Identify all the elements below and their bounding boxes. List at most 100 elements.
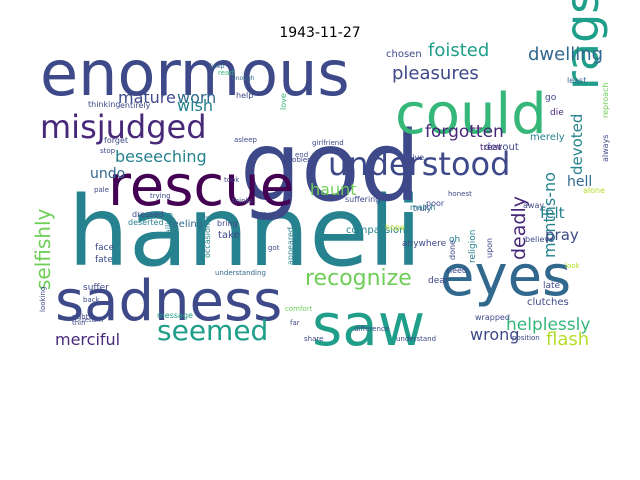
cloud-word: failing xyxy=(164,212,173,237)
cloud-word: clutches xyxy=(527,297,569,308)
cloud-word: go xyxy=(545,93,557,103)
cloud-word: alone xyxy=(583,186,605,195)
cloud-word: enormous xyxy=(40,37,350,110)
cloud-word: believe xyxy=(525,235,554,244)
cloud-word: understand xyxy=(396,335,436,343)
cloud-word: bring xyxy=(217,219,238,228)
cloud-word: pale xyxy=(94,186,109,194)
cloud-word: dressed xyxy=(132,210,163,219)
cloud-word: haunt xyxy=(310,180,357,199)
cloud-word: late xyxy=(543,281,561,291)
cloud-word: least xyxy=(567,76,586,85)
plot-title: 1943-11-27 xyxy=(279,25,361,41)
cloud-word: foisted xyxy=(428,40,489,61)
cloud-word: helplessly xyxy=(506,315,590,335)
cloud-word: reproach xyxy=(601,83,610,119)
cloud-word: dwelling xyxy=(528,44,603,65)
cloud-word: face xyxy=(95,243,115,253)
cloud-word: need xyxy=(447,266,467,275)
cloud-word: pray xyxy=(545,226,579,244)
cloud-word: merciful xyxy=(55,330,120,349)
cloud-word: thin xyxy=(72,319,86,327)
cloud-word: merely xyxy=(530,132,565,143)
cloud-word: enough xyxy=(232,75,255,82)
cloud-word: hope xyxy=(385,223,405,232)
cloud-word: truly xyxy=(413,204,432,213)
cloud-word: could xyxy=(395,82,547,147)
cloud-word: looking xyxy=(39,287,47,312)
cloud-word: saw xyxy=(312,291,425,359)
cloud-word: worn xyxy=(177,88,216,107)
cloud-word: rags xyxy=(555,0,609,90)
cloud-word: anywhere xyxy=(402,239,447,249)
cloud-word: sadness xyxy=(55,269,282,334)
cloud-word: message xyxy=(157,311,193,320)
cloud-word: position xyxy=(512,334,540,342)
cloud-word: deserted xyxy=(128,218,164,227)
cloud-word: hell xyxy=(567,174,592,190)
cloud-word: asleep xyxy=(234,136,257,144)
cloud-word: oh xyxy=(449,235,460,245)
cloud-word: flash xyxy=(546,329,589,350)
cloud-word: religion xyxy=(468,230,478,263)
cloud-word: felt xyxy=(540,204,565,222)
cloud-word: misjudged xyxy=(40,108,207,146)
cloud-word: difference xyxy=(354,325,389,333)
cloud-word: thinks xyxy=(232,197,254,205)
cloud-word: comfort xyxy=(285,305,313,313)
cloud-word: die xyxy=(550,108,564,118)
cloud-word: treat xyxy=(480,143,502,153)
cloud-word: undo xyxy=(90,166,125,182)
cloud-word: problems xyxy=(285,156,318,164)
cloud-word: poor xyxy=(426,199,445,208)
cloud-word: forget xyxy=(104,136,128,145)
cloud-word: understood xyxy=(328,145,510,183)
cloud-word: recognize xyxy=(305,266,412,291)
cloud-word: seemed xyxy=(157,314,268,347)
cloud-word: understanding xyxy=(215,269,266,277)
cloud-word: got xyxy=(268,244,280,252)
cloud-word: far xyxy=(290,319,300,327)
cloud-word: trying xyxy=(150,192,171,200)
cloud-word: devoted xyxy=(568,114,586,175)
cloud-word: take xyxy=(218,230,240,241)
cloud-word: share xyxy=(304,335,323,343)
cloud-word: done xyxy=(448,240,457,260)
cloud-word: beseeching xyxy=(115,147,207,166)
cloud-word: return xyxy=(82,316,103,324)
cloud-word: eyes xyxy=(440,244,571,309)
cloud-word: rescue xyxy=(108,154,294,219)
cloud-word: back xyxy=(83,296,101,304)
cloud-word: deadly xyxy=(508,196,530,260)
cloud-word: god xyxy=(240,111,421,223)
cloud-word: pleasures xyxy=(392,63,479,84)
cloud-word: end xyxy=(295,151,308,159)
cloud-word: look xyxy=(565,262,581,270)
cloud-word: occasional xyxy=(203,216,212,258)
cloud-word: dear xyxy=(428,276,449,286)
cloud-word: stop xyxy=(100,147,116,155)
cloud-word: took xyxy=(224,176,240,184)
cloud-word: read xyxy=(218,69,234,77)
cloud-word: upon xyxy=(485,238,494,258)
cloud-word: entirely xyxy=(120,101,151,110)
cloud-word: always xyxy=(601,135,610,162)
cloud-word: wrong xyxy=(470,325,519,344)
cloud-word: appeared xyxy=(286,227,295,265)
cloud-word: away xyxy=(523,201,544,210)
cloud-word: keep xyxy=(210,63,225,70)
cloud-word: right xyxy=(72,313,89,321)
cloud-word: mature xyxy=(118,88,176,107)
cloud-word: girlfriend xyxy=(312,139,344,147)
cloud-word: months-no xyxy=(540,172,559,258)
cloud-word: hanneli xyxy=(68,176,422,288)
cloud-word: love xyxy=(279,93,288,110)
cloud-word: help xyxy=(236,91,253,100)
cloud-word: selfishly xyxy=(31,208,55,290)
cloud-word: fate xyxy=(95,255,113,265)
cloud-word: suffering xyxy=(345,195,380,204)
cloud-word: devout xyxy=(484,142,519,153)
cloud-word: compassion xyxy=(346,225,406,236)
cloud-word: thinking xyxy=(88,100,121,109)
